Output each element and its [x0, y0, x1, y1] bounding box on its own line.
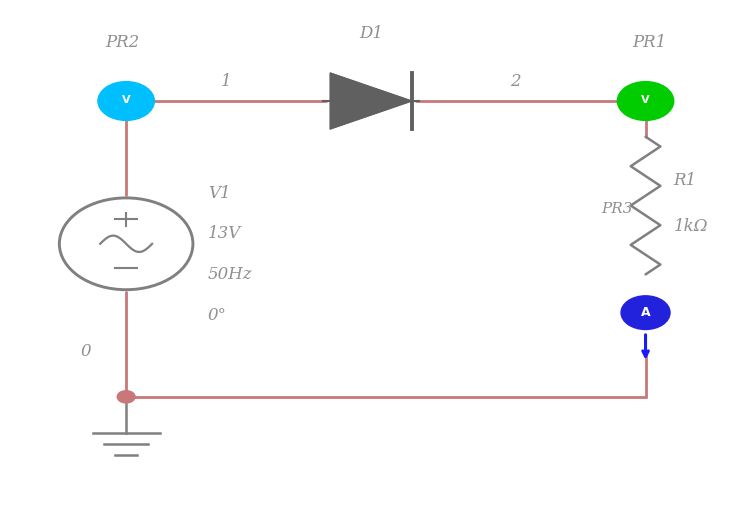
Circle shape	[621, 296, 670, 330]
Text: 0: 0	[80, 343, 91, 360]
Circle shape	[98, 82, 154, 121]
Text: D1: D1	[359, 24, 383, 42]
Text: PR3: PR3	[601, 202, 632, 216]
Text: V: V	[641, 95, 650, 105]
Text: 13V: 13V	[208, 224, 241, 242]
Text: 1kΩ: 1kΩ	[674, 218, 708, 235]
Text: V: V	[122, 95, 131, 105]
Circle shape	[117, 391, 135, 403]
Circle shape	[617, 82, 674, 121]
Text: 0°: 0°	[208, 306, 227, 323]
Polygon shape	[330, 74, 412, 130]
Text: PR1: PR1	[632, 34, 666, 51]
Text: 1: 1	[221, 73, 232, 90]
Text: 2: 2	[510, 73, 521, 90]
Text: 50Hz: 50Hz	[208, 265, 252, 282]
Text: A: A	[641, 305, 650, 318]
Text: R1: R1	[674, 171, 697, 188]
Text: PR2: PR2	[105, 34, 139, 51]
Text: V1: V1	[208, 185, 230, 202]
